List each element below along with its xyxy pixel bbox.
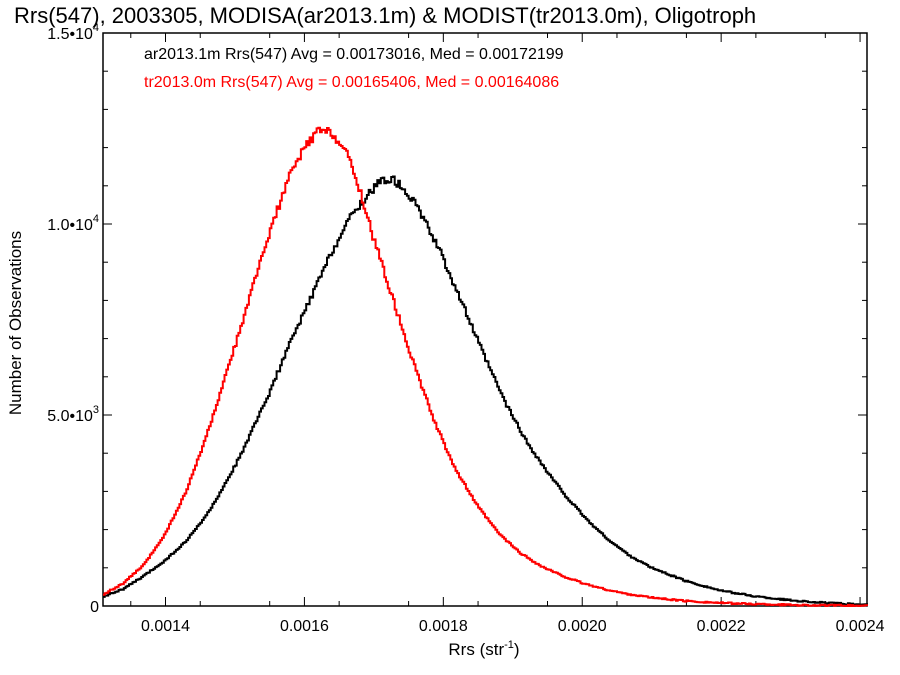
y-axis-label: Number of Observations xyxy=(6,231,25,415)
x-axis-ticks: 0.0014 0.0016 0.0018 0.0020 0.0022 0.0024 xyxy=(130,33,885,635)
y-tick-label: 1.5•104 xyxy=(47,22,99,43)
x-tick-label: 0.0016 xyxy=(280,618,329,635)
series-line-ar2013-1m xyxy=(103,175,868,606)
x-axis-label-sup: -1 xyxy=(504,639,514,651)
y-tick-label: 1.0•104 xyxy=(47,213,99,234)
x-tick-label: 0.0018 xyxy=(419,618,468,635)
y-tick-label: 5.0•103 xyxy=(47,404,99,425)
stats-line-tr2013-0m: tr2013.0m Rrs(547) Avg = 0.00165406, Med… xyxy=(144,74,559,91)
x-axis-label-text: Rrs (str xyxy=(448,640,504,659)
y-tick-label: 0 xyxy=(90,599,99,616)
x-axis-label-close: ) xyxy=(514,640,520,659)
x-tick-label: 0.0020 xyxy=(558,618,607,635)
stats-line-ar2013-1m: ar2013.1m Rrs(547) Avg = 0.00173016, Med… xyxy=(144,46,564,63)
x-tick-label: 0.0024 xyxy=(836,618,885,635)
x-tick-label: 0.0014 xyxy=(141,618,190,635)
series-line-tr2013-0m xyxy=(103,126,868,607)
series-lines xyxy=(103,126,868,607)
plot-frame xyxy=(102,32,868,607)
stats-legend: ar2013.1m Rrs(547) Avg = 0.00173016, Med… xyxy=(144,46,564,91)
x-tick-label: 0.0022 xyxy=(697,618,746,635)
x-axis-label: Rrs (str-1) xyxy=(448,639,519,659)
y-axis-ticks: 0 5.0•103 1.0•104 1.5•104 xyxy=(47,22,867,616)
chart-title: Rrs(547), 2003305, MODISA(ar2013.1m) & M… xyxy=(14,3,756,28)
